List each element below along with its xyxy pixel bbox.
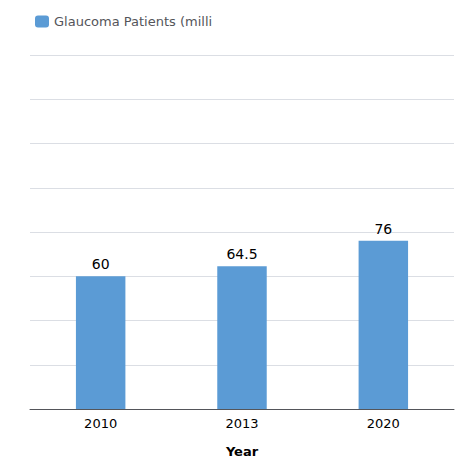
svg-text:Glaucoma Patients (milli: Glaucoma Patients (milli — [54, 14, 212, 29]
svg-text:60: 60 — [92, 256, 110, 272]
svg-text:2020: 2020 — [367, 416, 400, 431]
svg-text:2010: 2010 — [84, 416, 117, 431]
svg-text:Year: Year — [225, 444, 259, 459]
svg-text:76: 76 — [374, 221, 392, 237]
svg-text:64.5: 64.5 — [226, 246, 257, 262]
svg-text:2013: 2013 — [225, 416, 258, 431]
